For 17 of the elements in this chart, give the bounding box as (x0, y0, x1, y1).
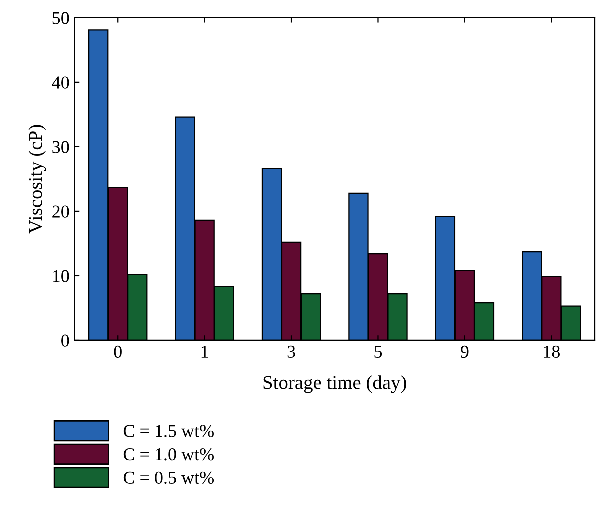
legend-label: C = 0.5 wt% (124, 472, 214, 484)
y-tick-label: 10 (53, 270, 70, 282)
x-tick-label: 3 (288, 346, 296, 358)
x-tick-label: 9 (461, 346, 469, 358)
x-tick-label: 1 (202, 346, 208, 358)
x-tick-label: 5 (374, 346, 382, 358)
y-tick-label: 30 (52, 141, 70, 154)
y-tick-label: 0 (62, 334, 70, 347)
x-axis-title: Storage time (day) (264, 376, 406, 394)
y-tick-label: 40 (52, 76, 70, 89)
y-tick-label: 50 (52, 12, 70, 24)
legend-label: C = 1.0 wt% (124, 448, 214, 461)
x-tick-label: 18 (544, 346, 560, 358)
legend-label: C = 1.5 wt% (124, 425, 214, 438)
y-axis-title: Viscosity (cP) (28, 125, 46, 234)
y-tick-label: 20 (52, 206, 70, 218)
x-tick-label: 0 (114, 346, 122, 358)
